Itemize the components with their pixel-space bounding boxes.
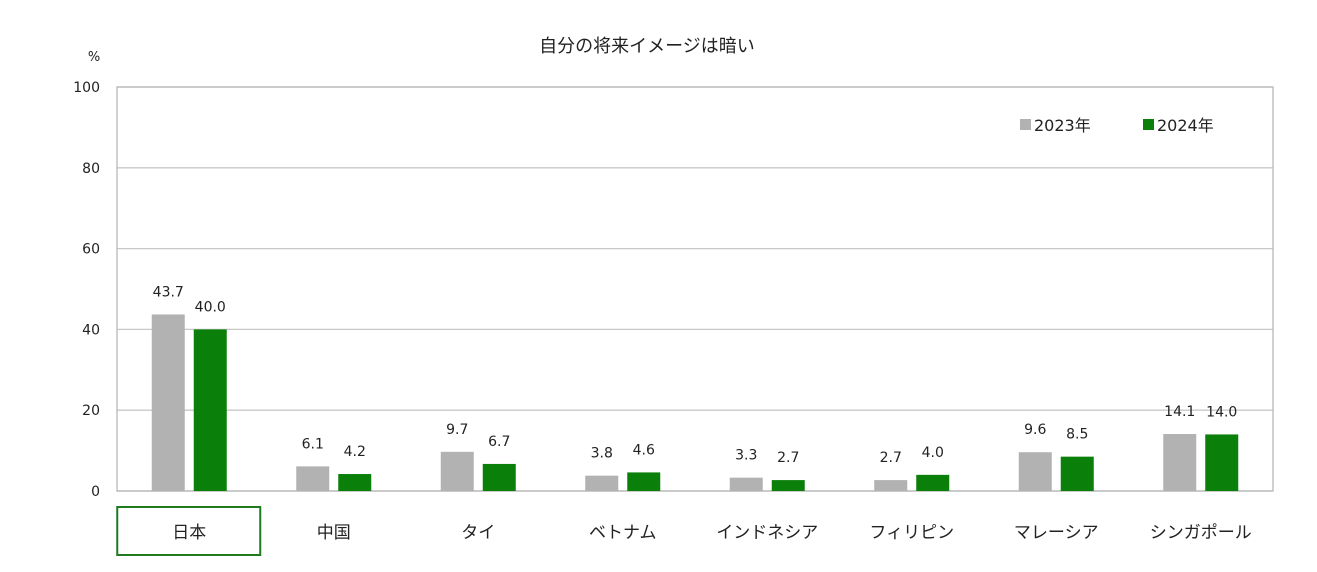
legend-swatch xyxy=(1020,119,1031,130)
plot-frame xyxy=(116,86,1274,492)
y-tick-label: 100 xyxy=(73,80,100,96)
bar-2023-7 xyxy=(1163,434,1197,491)
y-axis-unit: % xyxy=(88,50,100,65)
bar-2023-4 xyxy=(729,477,763,491)
data-label: 4.0 xyxy=(922,445,944,461)
data-label: 4.6 xyxy=(633,442,655,458)
bar-2024-2 xyxy=(482,463,516,491)
category-label: シンガポール xyxy=(1150,523,1252,543)
bar-2023-6 xyxy=(1018,452,1052,491)
data-label: 4.2 xyxy=(344,444,366,460)
data-label: 40.0 xyxy=(195,299,226,315)
bar-2024-7 xyxy=(1205,434,1239,491)
category-label: 中国 xyxy=(317,523,351,543)
legend-swatch xyxy=(1143,119,1154,130)
y-tick-label: 0 xyxy=(91,484,100,500)
category-label: マレーシア xyxy=(1014,523,1099,543)
bar-2023-2 xyxy=(440,451,474,491)
bars xyxy=(151,314,1239,491)
category-highlight-box xyxy=(116,506,262,556)
y-tick-label: 40 xyxy=(82,322,100,338)
bar-2024-3 xyxy=(627,472,661,491)
bar-2023-0 xyxy=(151,314,185,491)
data-label: 9.6 xyxy=(1024,422,1046,438)
data-label: 8.5 xyxy=(1066,427,1088,443)
legend-label: 2023年 xyxy=(1034,116,1091,135)
data-label: 14.0 xyxy=(1206,404,1237,420)
data-label: 2.7 xyxy=(880,450,902,466)
category-label: ベトナム xyxy=(589,523,657,543)
bar-2023-3 xyxy=(585,475,619,491)
category-label: フィリピン xyxy=(869,523,954,543)
data-label: 6.7 xyxy=(488,434,510,450)
data-label: 6.1 xyxy=(302,436,324,452)
data-label: 3.8 xyxy=(591,446,613,462)
data-label: 14.1 xyxy=(1164,404,1195,420)
bar-2023-1 xyxy=(296,466,330,491)
data-label: 9.7 xyxy=(446,422,468,438)
y-tick-label: 80 xyxy=(82,161,100,177)
bar-2024-1 xyxy=(338,474,372,491)
bar-2024-4 xyxy=(771,480,805,491)
legend-label: 2024年 xyxy=(1157,116,1214,135)
bar-2024-6 xyxy=(1060,456,1094,491)
legend: 2023年 2024年 xyxy=(1020,116,1214,135)
data-label: 3.3 xyxy=(735,448,757,464)
category-labels: 日本 中国 タイ ベトナム インドネシア フィリピン マレーシア シンガポール xyxy=(116,506,1252,556)
category-label: インドネシア xyxy=(716,523,818,543)
bar-2024-5 xyxy=(916,474,950,491)
category-label: 日本 xyxy=(172,523,206,543)
gridlines xyxy=(116,86,1274,492)
category-label: タイ xyxy=(461,523,495,543)
y-tick-label: 20 xyxy=(82,403,100,419)
bar-2023-5 xyxy=(874,480,908,491)
data-labels: 43.7 40.0 6.1 4.2 9.7 6.7 3.8 4.6 3.3 2.7 2.7 4.0 9.… xyxy=(153,284,1238,466)
bar-2024-0 xyxy=(193,329,227,491)
data-label: 2.7 xyxy=(777,450,799,466)
chart-title: 自分の将来イメージは暗い xyxy=(539,36,755,57)
y-axis-ticks: 0 20 40 60 80 100 xyxy=(73,80,100,500)
y-tick-label: 60 xyxy=(82,242,100,258)
data-label: 43.7 xyxy=(153,284,184,300)
